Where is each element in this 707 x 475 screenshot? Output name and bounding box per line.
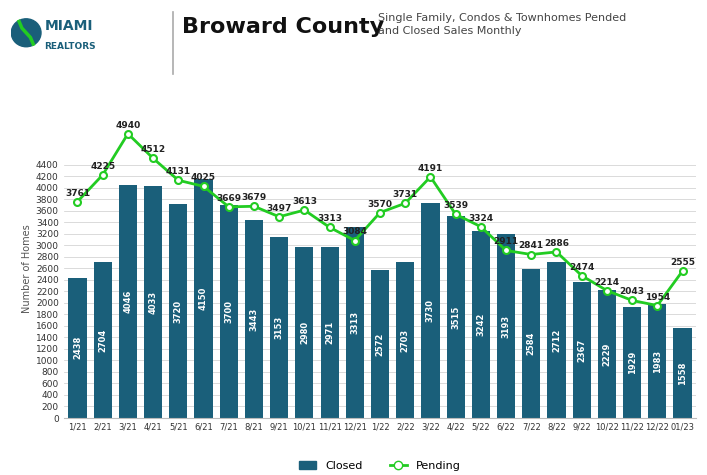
Text: 3730: 3730 bbox=[426, 299, 435, 322]
Bar bbox=[119, 185, 137, 418]
Text: 4033: 4033 bbox=[148, 290, 158, 314]
Text: 3669: 3669 bbox=[216, 194, 241, 203]
Bar bbox=[497, 234, 515, 418]
Text: 4025: 4025 bbox=[191, 173, 216, 182]
Bar bbox=[472, 231, 490, 418]
Bar bbox=[421, 203, 440, 418]
Text: 3084: 3084 bbox=[342, 228, 368, 237]
Text: REALTORS: REALTORS bbox=[45, 42, 96, 50]
Bar bbox=[573, 282, 591, 418]
Text: Broward County: Broward County bbox=[182, 17, 385, 37]
Text: 3153: 3153 bbox=[275, 316, 284, 339]
Text: 1983: 1983 bbox=[653, 350, 662, 372]
Bar bbox=[522, 269, 540, 418]
Text: 2043: 2043 bbox=[619, 287, 645, 296]
Text: 3539: 3539 bbox=[443, 201, 468, 210]
Bar bbox=[623, 307, 641, 418]
Text: 4225: 4225 bbox=[90, 162, 115, 171]
Text: 4131: 4131 bbox=[165, 167, 191, 176]
Text: 2367: 2367 bbox=[577, 338, 586, 361]
Bar bbox=[245, 220, 263, 418]
Bar bbox=[194, 179, 213, 418]
Bar bbox=[371, 270, 389, 418]
Bar bbox=[598, 290, 616, 418]
Bar bbox=[93, 262, 112, 418]
Text: 2584: 2584 bbox=[527, 332, 536, 355]
Text: 2841: 2841 bbox=[519, 241, 544, 250]
Text: MIAMI: MIAMI bbox=[45, 19, 93, 33]
Text: 3497: 3497 bbox=[267, 204, 292, 213]
Text: 3570: 3570 bbox=[368, 200, 392, 209]
Text: 4512: 4512 bbox=[141, 145, 165, 154]
Text: 2971: 2971 bbox=[325, 321, 334, 344]
Text: 2214: 2214 bbox=[595, 277, 619, 286]
Text: 3313: 3313 bbox=[317, 214, 342, 223]
Y-axis label: Number of Homes: Number of Homes bbox=[22, 224, 32, 313]
Text: 2438: 2438 bbox=[73, 336, 82, 360]
Text: 2229: 2229 bbox=[602, 342, 612, 366]
Text: 2712: 2712 bbox=[552, 328, 561, 352]
Text: and Closed Sales Monthly: and Closed Sales Monthly bbox=[378, 26, 522, 36]
Text: 3613: 3613 bbox=[292, 197, 317, 206]
Text: 2886: 2886 bbox=[544, 239, 569, 248]
Bar bbox=[69, 278, 86, 418]
Text: 3313: 3313 bbox=[350, 311, 359, 334]
Bar bbox=[547, 262, 566, 418]
Text: 3242: 3242 bbox=[477, 313, 485, 336]
Text: 2572: 2572 bbox=[375, 332, 385, 356]
Bar bbox=[296, 247, 313, 418]
Text: 3731: 3731 bbox=[392, 190, 418, 199]
Text: 4150: 4150 bbox=[199, 287, 208, 310]
Bar bbox=[396, 263, 414, 418]
Text: 3700: 3700 bbox=[224, 300, 233, 323]
Bar bbox=[220, 205, 238, 418]
Text: Single Family, Condos & Townhomes Pended: Single Family, Condos & Townhomes Pended bbox=[378, 13, 626, 23]
Text: 1929: 1929 bbox=[628, 351, 636, 374]
Text: 1954: 1954 bbox=[645, 293, 670, 302]
Text: 3720: 3720 bbox=[174, 299, 183, 323]
Text: 4940: 4940 bbox=[115, 121, 141, 130]
Bar bbox=[169, 204, 187, 418]
Text: 2703: 2703 bbox=[401, 329, 410, 352]
Circle shape bbox=[11, 19, 41, 47]
Text: 3443: 3443 bbox=[250, 307, 259, 331]
Text: 3324: 3324 bbox=[468, 214, 493, 223]
Bar bbox=[447, 216, 464, 418]
Bar bbox=[346, 228, 364, 418]
Bar bbox=[270, 237, 288, 418]
Text: 4046: 4046 bbox=[124, 290, 132, 314]
Text: 3515: 3515 bbox=[451, 305, 460, 329]
Text: 2704: 2704 bbox=[98, 329, 107, 352]
Text: 2474: 2474 bbox=[569, 263, 595, 272]
Text: 2911: 2911 bbox=[493, 238, 519, 247]
Text: 3193: 3193 bbox=[501, 314, 510, 338]
Text: 4191: 4191 bbox=[418, 164, 443, 173]
Text: 3679: 3679 bbox=[241, 193, 267, 202]
Text: 1558: 1558 bbox=[678, 361, 687, 385]
Bar bbox=[648, 304, 667, 418]
Text: 2555: 2555 bbox=[670, 258, 695, 267]
Bar bbox=[144, 186, 162, 418]
Bar bbox=[320, 247, 339, 418]
Bar bbox=[674, 328, 691, 418]
Text: 3761: 3761 bbox=[65, 189, 90, 198]
Legend: Closed, Pending: Closed, Pending bbox=[295, 456, 465, 475]
Text: 2980: 2980 bbox=[300, 321, 309, 344]
